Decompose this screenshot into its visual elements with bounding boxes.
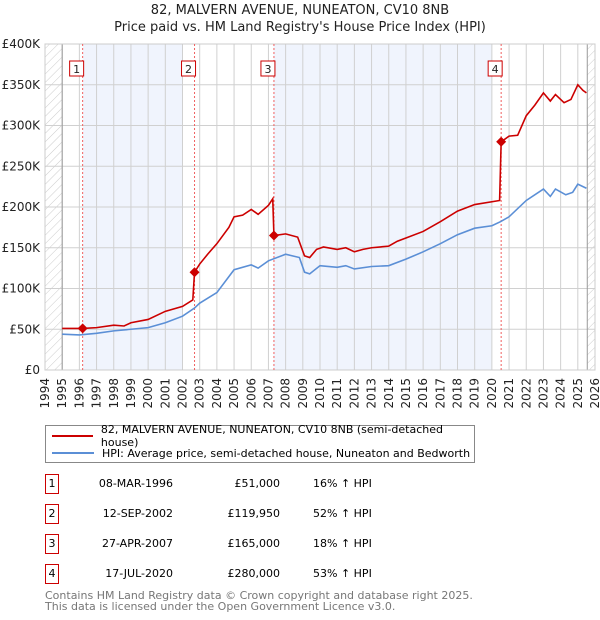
x-tick-label: 2011	[330, 378, 344, 409]
x-tick-label: 1998	[107, 378, 121, 409]
transaction-hpi-change: 16% ↑ HPI	[313, 477, 372, 490]
x-tick-label: 2006	[244, 378, 258, 409]
y-tick-label: £150K	[2, 241, 42, 255]
legend-property-label: 82, MALVERN AVENUE, NUNEATON, CV10 8NB (…	[100, 423, 443, 449]
y-tick-label: £200K	[2, 200, 42, 214]
transaction-date: 08-MAR-1996	[98, 477, 173, 490]
y-tick-label: £250K	[2, 159, 42, 173]
x-tick-label: 1995	[55, 378, 69, 409]
y-tick-label: £50K	[9, 322, 41, 336]
transaction-price: £165,000	[227, 537, 281, 550]
x-tick-label: 2021	[502, 378, 516, 409]
sale-label-box	[69, 60, 85, 77]
y-tick-label: £400K	[2, 37, 42, 51]
transaction-date: 27-APR-2007	[101, 537, 173, 550]
transaction-price: £119,950	[227, 507, 281, 520]
x-tick-label: 2022	[519, 378, 533, 409]
legend-property-swatch	[52, 435, 93, 437]
transaction-date: 17-JUL-2020	[105, 567, 173, 580]
sale-label-box	[260, 60, 276, 77]
sale-point	[496, 136, 507, 147]
x-tick-label: 2007	[261, 378, 275, 409]
price-chart: 1994 1995 1996 1997 1998 1999 2000 2001 2002 2003…	[2, 37, 600, 409]
transaction-hpi-change: 52% ↑ HPI	[313, 507, 372, 520]
sale-label: 4	[492, 63, 499, 76]
x-tick-label: 2004	[210, 378, 224, 409]
x-tick-label: 2017	[433, 378, 447, 409]
sale-point	[268, 230, 279, 241]
x-tick-label: 1994	[38, 378, 52, 409]
sale-label: 1	[73, 63, 80, 76]
y-tick-label: £300K	[2, 119, 42, 133]
x-tick-label: 2026	[588, 378, 600, 409]
sale-label: 2	[185, 63, 192, 76]
legend-hpi-swatch	[52, 452, 94, 454]
x-tick-label: 2018	[451, 378, 465, 409]
x-tick-label: 2008	[279, 378, 293, 409]
x-tick-label: 2010	[313, 378, 327, 409]
legend-hpi-label: HPI: Average price, semi-detached house,…	[102, 446, 471, 460]
y-tick-label: £0	[25, 363, 40, 377]
transaction-date: 12-SEP-2002	[102, 507, 173, 520]
plot-border	[44, 43, 596, 371]
footer-line-2: This data is licensed under the Open Gov…	[45, 600, 396, 613]
x-tick-label: 2015	[399, 378, 413, 409]
x-tick-label: 2019	[468, 378, 482, 409]
x-tick-label: 1996	[72, 378, 86, 409]
sale-label: 3	[264, 63, 271, 76]
transaction-hpi-change: 53% ↑ HPI	[313, 567, 372, 580]
sale-label-box	[487, 60, 503, 77]
x-tick-label: 2025	[571, 378, 585, 409]
x-tick-label: 2005	[227, 378, 241, 409]
series-line	[62, 183, 587, 336]
chart-legend: 82, MALVERN AVENUE, NUNEATON, CV10 8NB (…	[45, 423, 475, 463]
transaction-price: £280,000	[227, 567, 281, 580]
transaction-marker: 4	[45, 564, 59, 584]
x-tick-label: 2009	[296, 378, 310, 409]
transaction-price: £51,000	[234, 477, 281, 490]
x-tick-label: 1999	[124, 378, 138, 409]
footer: Contains HM Land Registry data © Crown c…	[45, 590, 473, 612]
x-tick-label: 2023	[536, 378, 550, 409]
x-tick-label: 2024	[554, 378, 568, 409]
x-tick-label: 2014	[382, 378, 396, 409]
transaction-marker: 1	[45, 474, 59, 494]
y-tick-label: £100K	[2, 282, 42, 296]
sale-point	[189, 267, 200, 278]
x-tick-label: 2020	[485, 378, 499, 409]
x-tick-label: 2012	[347, 378, 361, 409]
sale-label-box	[181, 60, 197, 77]
footer-line-1: Contains HM Land Registry data © Crown c…	[45, 589, 473, 602]
series-line	[62, 83, 587, 330]
chart-subtitle: Price paid vs. HM Land Registry's House …	[114, 20, 486, 35]
x-tick-label: 2013	[365, 378, 379, 409]
x-tick-label: 2000	[141, 378, 155, 409]
transaction-hpi-change: 18% ↑ HPI	[313, 537, 372, 550]
y-tick-label: £350K	[2, 78, 42, 92]
x-tick-label: 2002	[176, 378, 190, 409]
x-tick-label: 2003	[193, 378, 207, 409]
x-tick-label: 2001	[158, 378, 172, 409]
chart-title: 82, MALVERN AVENUE, NUNEATON, CV10 8NB	[150, 3, 450, 18]
x-tick-label: 2016	[416, 378, 430, 409]
x-tick-label: 1997	[90, 378, 104, 409]
transaction-marker: 2	[45, 504, 59, 524]
transaction-marker: 3	[45, 534, 59, 554]
sale-point	[77, 323, 88, 334]
